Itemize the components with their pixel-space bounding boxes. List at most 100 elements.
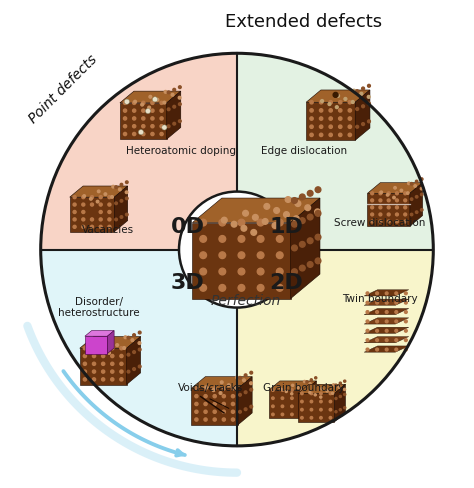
Circle shape bbox=[410, 198, 413, 201]
Polygon shape bbox=[306, 90, 370, 102]
Circle shape bbox=[91, 218, 93, 221]
Circle shape bbox=[276, 285, 283, 291]
Circle shape bbox=[133, 124, 136, 128]
Circle shape bbox=[120, 183, 123, 186]
Polygon shape bbox=[355, 90, 370, 140]
Circle shape bbox=[213, 410, 216, 413]
Polygon shape bbox=[306, 102, 355, 140]
Circle shape bbox=[195, 395, 198, 398]
Circle shape bbox=[291, 389, 293, 391]
Circle shape bbox=[319, 101, 323, 104]
Circle shape bbox=[99, 210, 102, 214]
Circle shape bbox=[133, 109, 136, 112]
Circle shape bbox=[238, 376, 241, 379]
Circle shape bbox=[315, 377, 317, 379]
Text: 0D: 0D bbox=[171, 217, 205, 237]
Circle shape bbox=[404, 329, 407, 332]
Circle shape bbox=[82, 196, 85, 199]
Circle shape bbox=[133, 334, 136, 336]
Circle shape bbox=[212, 389, 215, 391]
Circle shape bbox=[111, 378, 114, 381]
Circle shape bbox=[91, 196, 93, 199]
Polygon shape bbox=[70, 186, 128, 197]
Circle shape bbox=[219, 219, 226, 226]
Circle shape bbox=[272, 413, 274, 416]
Circle shape bbox=[179, 86, 181, 88]
Circle shape bbox=[335, 384, 337, 386]
Circle shape bbox=[367, 96, 370, 98]
Circle shape bbox=[379, 206, 382, 209]
Circle shape bbox=[272, 405, 274, 407]
Circle shape bbox=[115, 218, 118, 221]
Circle shape bbox=[395, 213, 398, 216]
Circle shape bbox=[141, 103, 144, 106]
Circle shape bbox=[307, 214, 313, 220]
Circle shape bbox=[315, 403, 317, 406]
Circle shape bbox=[404, 192, 407, 195]
Circle shape bbox=[344, 98, 347, 101]
Circle shape bbox=[351, 101, 354, 103]
Circle shape bbox=[200, 252, 207, 259]
Circle shape bbox=[92, 346, 96, 350]
Circle shape bbox=[91, 203, 93, 206]
Circle shape bbox=[124, 99, 129, 104]
Circle shape bbox=[281, 413, 283, 416]
Circle shape bbox=[404, 339, 407, 342]
Circle shape bbox=[344, 380, 346, 382]
Polygon shape bbox=[191, 388, 238, 425]
Circle shape bbox=[204, 395, 207, 398]
Circle shape bbox=[123, 117, 127, 120]
Circle shape bbox=[171, 93, 174, 96]
Circle shape bbox=[337, 95, 339, 97]
Circle shape bbox=[195, 410, 198, 413]
Circle shape bbox=[285, 390, 287, 392]
Circle shape bbox=[315, 390, 317, 392]
Circle shape bbox=[307, 190, 313, 196]
Circle shape bbox=[138, 331, 141, 334]
Circle shape bbox=[238, 268, 245, 275]
Circle shape bbox=[241, 225, 247, 231]
Polygon shape bbox=[85, 330, 114, 336]
Circle shape bbox=[204, 403, 207, 406]
Circle shape bbox=[366, 292, 369, 295]
Circle shape bbox=[134, 101, 137, 103]
Circle shape bbox=[315, 187, 321, 193]
Circle shape bbox=[160, 117, 163, 120]
Polygon shape bbox=[120, 91, 181, 103]
Circle shape bbox=[115, 202, 118, 204]
Circle shape bbox=[348, 125, 352, 128]
Circle shape bbox=[200, 219, 207, 226]
Circle shape bbox=[204, 418, 207, 421]
Polygon shape bbox=[367, 193, 410, 226]
Circle shape bbox=[91, 225, 93, 228]
Circle shape bbox=[385, 329, 388, 332]
Circle shape bbox=[231, 387, 235, 390]
Circle shape bbox=[387, 192, 390, 195]
Circle shape bbox=[108, 196, 111, 199]
Circle shape bbox=[160, 109, 163, 112]
Circle shape bbox=[395, 339, 398, 342]
Circle shape bbox=[264, 203, 270, 209]
Circle shape bbox=[319, 109, 323, 112]
Circle shape bbox=[274, 207, 280, 213]
Circle shape bbox=[385, 348, 388, 351]
Circle shape bbox=[108, 203, 111, 206]
Circle shape bbox=[395, 220, 398, 223]
Circle shape bbox=[111, 346, 114, 350]
Circle shape bbox=[257, 252, 264, 259]
Circle shape bbox=[253, 215, 258, 220]
Circle shape bbox=[307, 262, 313, 267]
Circle shape bbox=[257, 236, 264, 242]
Circle shape bbox=[108, 218, 111, 221]
Circle shape bbox=[404, 199, 407, 202]
Polygon shape bbox=[305, 381, 317, 418]
Circle shape bbox=[160, 124, 163, 128]
Circle shape bbox=[395, 301, 398, 304]
Circle shape bbox=[125, 191, 128, 194]
Circle shape bbox=[250, 382, 252, 385]
Circle shape bbox=[222, 418, 226, 421]
Circle shape bbox=[335, 411, 337, 413]
Circle shape bbox=[310, 406, 312, 407]
Circle shape bbox=[366, 320, 369, 323]
Polygon shape bbox=[269, 390, 305, 418]
